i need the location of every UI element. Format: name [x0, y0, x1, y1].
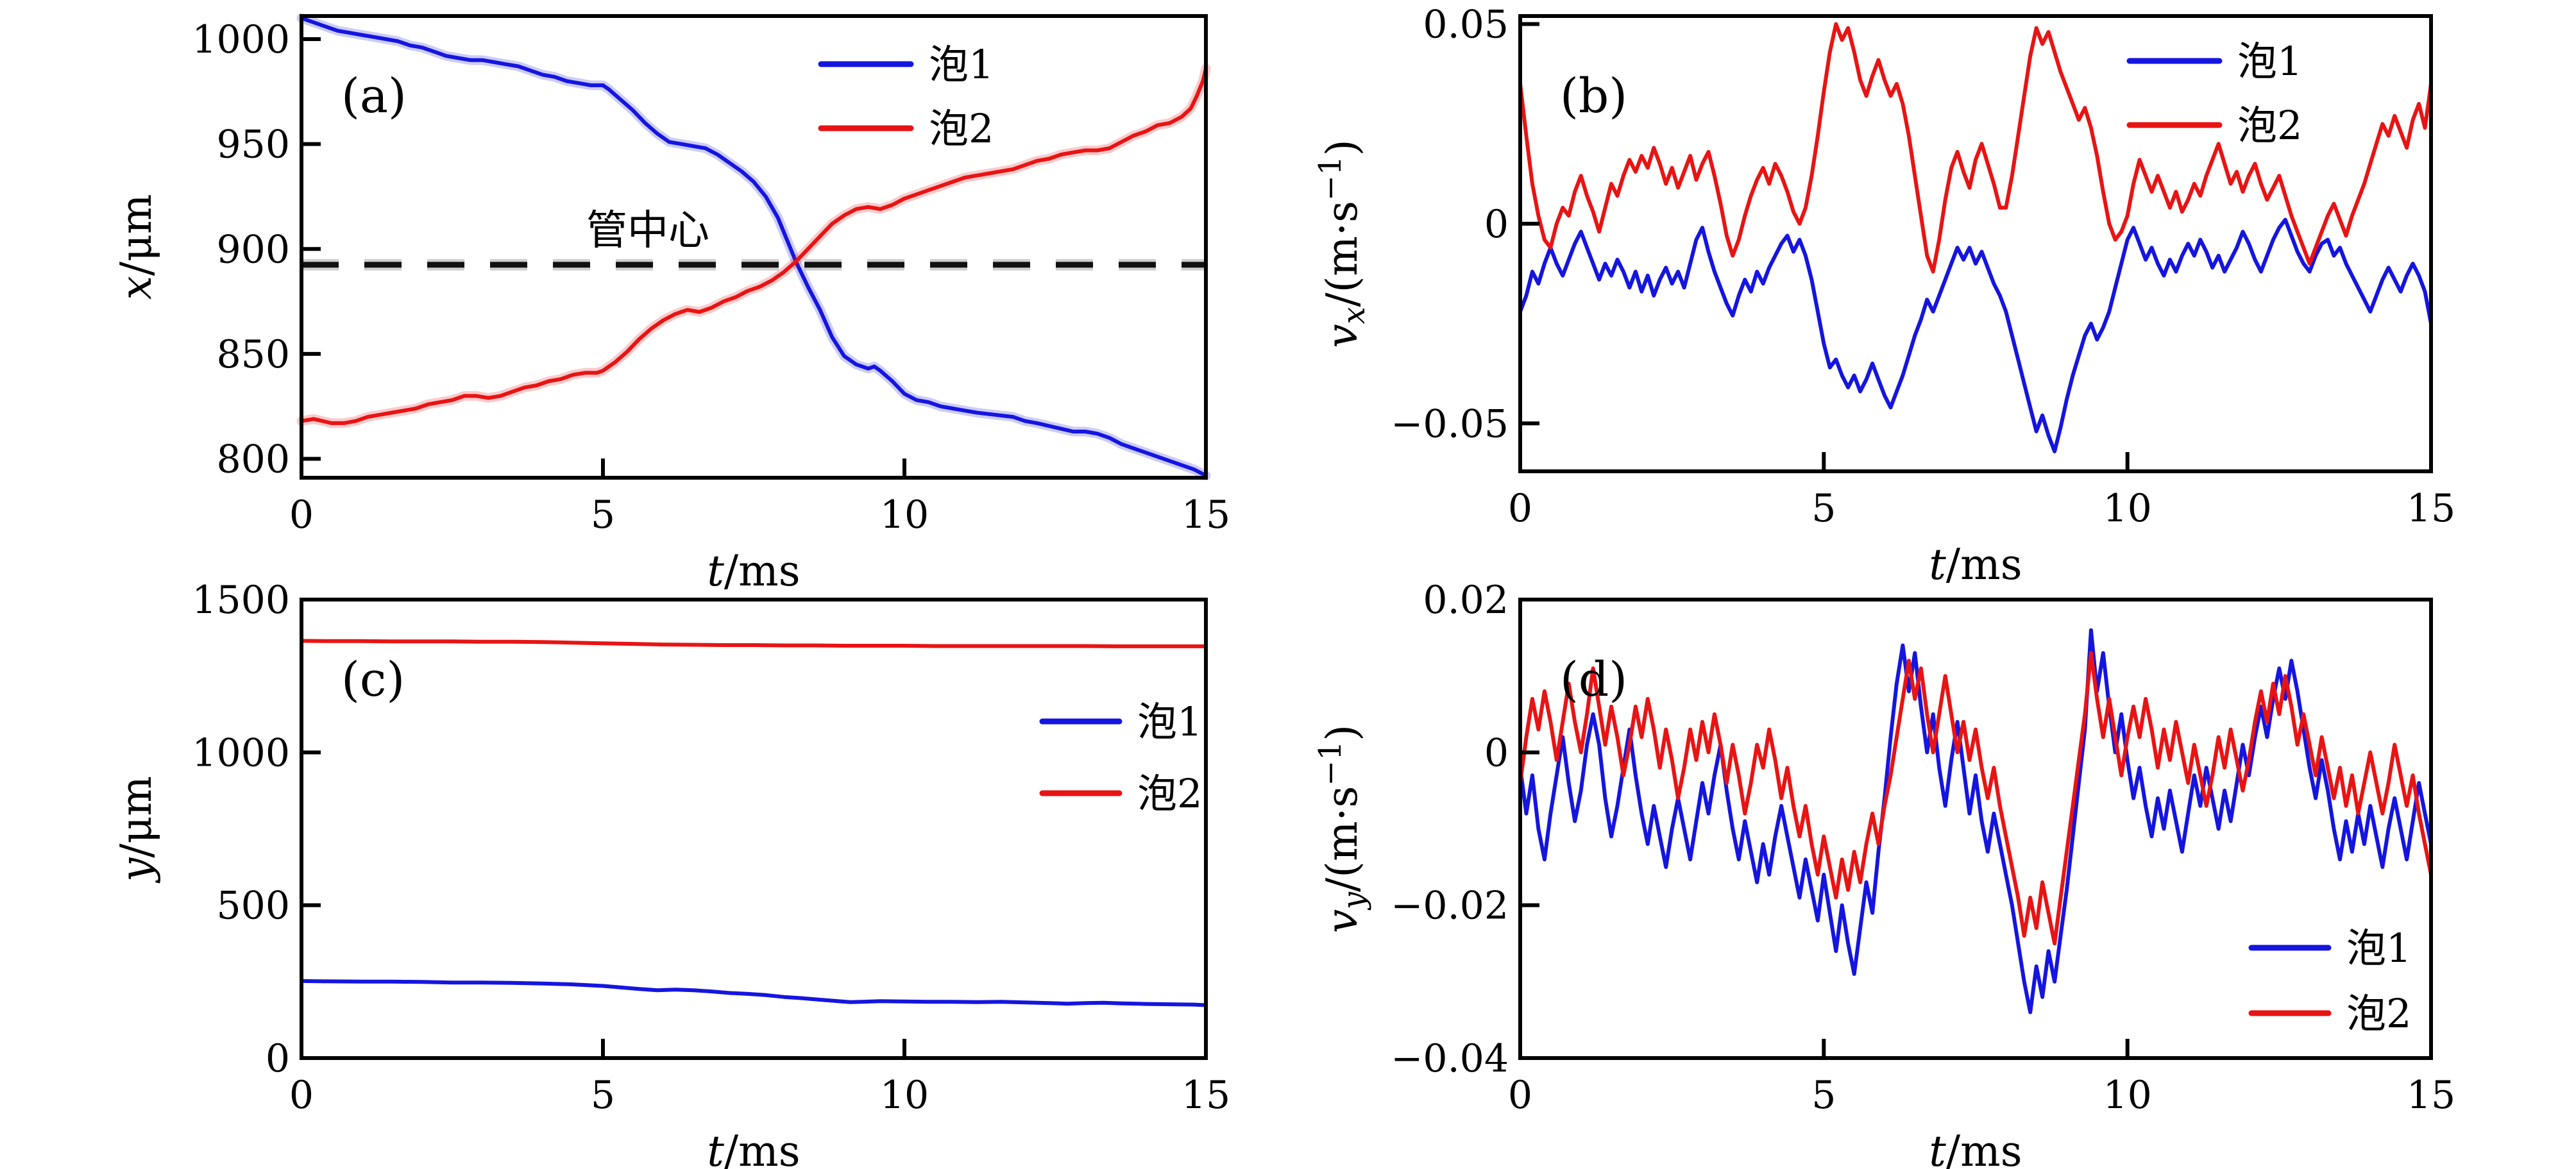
- x-tick-label: 15: [1182, 492, 1230, 537]
- y-tick-label: 900: [216, 227, 290, 272]
- x-tick-label: 10: [2103, 486, 2151, 531]
- panel-c-series-2-line: [300, 639, 1208, 648]
- y-tick-label: 950: [216, 122, 290, 167]
- y-tick-label: 0.02: [1423, 578, 1509, 623]
- panel-a-series-2-line: [300, 66, 1208, 425]
- x-tick-label: 0: [289, 1073, 314, 1118]
- panel-a-frame: [300, 14, 1208, 480]
- legend-label: 泡1: [929, 41, 994, 88]
- y-tick-label: −0.02: [1391, 884, 1509, 929]
- y-tick-label: 800: [216, 437, 290, 482]
- x-tick-label: 5: [591, 492, 615, 537]
- panel-tag: (d): [1560, 652, 1627, 707]
- x-axis-label: t/ms: [1929, 540, 2022, 589]
- y-axis-label: x/μm: [112, 194, 161, 300]
- legend-label: 泡1: [2346, 925, 2411, 971]
- y-tick-label: 0: [266, 1036, 290, 1081]
- panel-c-legend: 泡1 泡2: [1039, 698, 1202, 817]
- x-tick-label: 10: [880, 1073, 929, 1118]
- y-tick-label: 0: [1484, 202, 1509, 247]
- y-tick-label: 1000: [192, 730, 290, 775]
- panel-b-series-2-line: [1518, 22, 2433, 274]
- panel-d: 0 5 10 15 −0.04 −0.02 0 0.02 t/ms vy/(m·s−1) (d) 泡1…: [1313, 578, 2455, 1169]
- panel-b-series-1-line: [1518, 217, 2433, 453]
- x-tick-label: 10: [880, 492, 929, 537]
- panel-c-frame: [300, 598, 1208, 1060]
- x-tick-label: 0: [1508, 486, 1532, 531]
- panel-tag: (a): [341, 69, 407, 124]
- x-axis-label: t/ms: [707, 1127, 800, 1169]
- y-tick-label: 0.05: [1423, 2, 1509, 47]
- panel-b-frame: [1518, 14, 2433, 473]
- x-axis-label: t/ms: [707, 546, 800, 596]
- x-tick-label: 15: [2407, 486, 2455, 531]
- x-tick-label: 5: [591, 1073, 615, 1118]
- x-tick-label: 5: [1811, 486, 1836, 531]
- y-tick-label: 0: [1484, 730, 1509, 775]
- panel-d-series-2-line: [1518, 651, 2433, 946]
- legend-label: 泡2: [2346, 990, 2411, 1037]
- x-tick-label: 0: [289, 492, 314, 537]
- legend-label: 泡1: [1137, 698, 1202, 745]
- panel-a-series-1-line: [300, 16, 1208, 478]
- panel-c: 0 5 10 15 0 500 1000 1500 t/ms y/μm (c) 泡1 泡2: [112, 578, 1230, 1169]
- y-axis-label: y/μm: [112, 776, 161, 884]
- x-axis-label: t/ms: [1929, 1127, 2022, 1169]
- legend-label: 泡2: [2237, 102, 2302, 149]
- x-tick-label: 10: [2103, 1073, 2151, 1118]
- panel-d-series-1-line: [1518, 628, 2433, 1014]
- y-tick-label: −0.04: [1391, 1036, 1509, 1081]
- y-tick-label: 1500: [192, 578, 290, 623]
- panel-tag: (c): [341, 652, 405, 707]
- legend-label: 泡2: [929, 105, 994, 152]
- x-tick-label: 0: [1508, 1073, 1532, 1118]
- y-axis-label: vy/(m·s−1): [1313, 725, 1372, 933]
- x-tick-label: 15: [2407, 1073, 2455, 1118]
- legend-label: 泡2: [1137, 770, 1202, 817]
- panel-d-frame: [1518, 598, 2433, 1060]
- y-tick-label: −0.05: [1391, 401, 1509, 446]
- y-tick-label: 500: [216, 884, 290, 929]
- y-tick-label: 1000: [192, 17, 290, 62]
- x-tick-label: 15: [1182, 1073, 1230, 1118]
- panel-a-series-2-glow: [296, 63, 1211, 428]
- legend-label: 泡1: [2237, 38, 2302, 85]
- x-tick-label: 5: [1811, 1073, 1836, 1118]
- y-tick-label: 850: [216, 332, 290, 377]
- panel-c-series-1-line: [300, 979, 1208, 1007]
- tube-center-label: 管中心: [586, 207, 709, 255]
- y-axis-label: vx/(m·s−1): [1313, 139, 1372, 348]
- panel-tag: (b): [1560, 69, 1627, 124]
